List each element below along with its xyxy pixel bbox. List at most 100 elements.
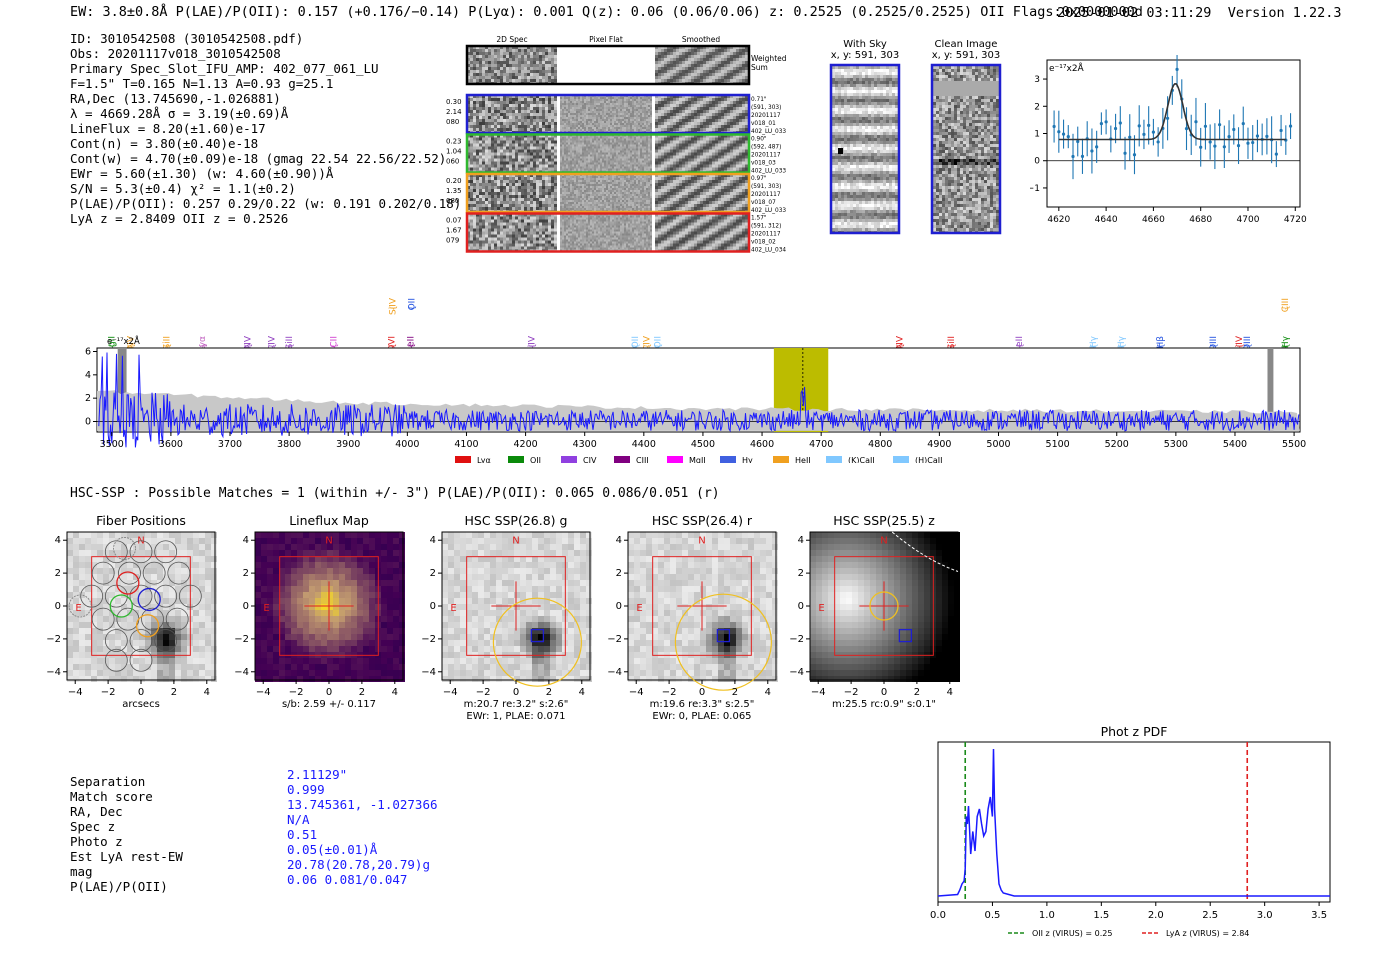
legend-label: HeII [795,456,811,463]
east-label: E [75,603,81,614]
cutout-right-label: v018_03 [751,161,776,167]
hsc-ytick: −2 [46,634,61,645]
zoom-spectrum-svg: e⁻¹⁷x2Å 3 2 1 0 −1 4620 4640 4660 4680 4700 4720 [1027,51,1307,225]
hsc-xtick: 4 [765,687,771,698]
cutout-left-label: 0.07 [446,217,462,225]
hsc-caption: m:25.5 rc:0.9" s:0.1" [832,699,936,710]
hsc-ytick: −2 [421,634,436,645]
hsc-ytick: −2 [234,634,249,645]
spectral-line-label: SiIV [527,335,537,353]
legend-swatch [893,456,909,463]
spectral-line-label: CIV [267,335,277,351]
info-line: LyA z = 2.8409 OII z = 0.2526 [70,211,289,226]
cutout-left-label: 0.23 [446,138,462,146]
spectral-line-label: Hβ [1156,336,1166,349]
spectral-line-brace: { [407,305,416,310]
pdf-xtick: 0.0 [930,910,946,921]
zoom-fit-curve [1058,82,1286,141]
hsc-ytick: −2 [607,634,622,645]
zoom-ytick: 2 [1034,102,1040,112]
cutout-noise [655,134,748,174]
legend-label: (K)CaII [848,456,875,463]
pdf-xtick: 3.5 [1311,910,1327,921]
spectral-line-brace: { [1281,305,1290,310]
hsc-panel-title: Lineflux Map [289,513,369,528]
cutout-left-label: 2.14 [446,108,462,116]
legend-swatch [561,456,577,463]
with-sky-title: With Sky [843,39,887,50]
full-xtick: 5200 [1105,439,1129,450]
spectral-line-brace: { [198,343,207,348]
hsc-xtick: 2 [732,687,738,698]
spectral-line-brace: { [527,343,536,348]
hsc-title: HSC-SSP : Possible Matches = 1 (within +… [70,486,720,501]
error-band [97,390,1300,431]
north-label: N [698,536,705,547]
hsc-ytick: 2 [616,568,622,579]
spectral-line-brace: { [387,343,396,348]
spectral-line-label: OII [407,298,417,310]
hsc-caption: s/b: 2.59 +/- 0.117 [282,699,376,710]
spectral-line-label: Lyα [198,336,208,352]
spectral-line-brace: { [1156,343,1165,348]
hsc-xtick: 4 [947,687,953,698]
hsc-xtick: 2 [546,687,552,698]
spectral-line-label: SiII [163,336,173,350]
cutout-right-label: (591, 312) [751,224,781,230]
cutout-right-label: (592, 487) [751,145,781,151]
cutout-noise [467,95,557,134]
cutout-right-label: v018_07 [751,200,776,206]
hsc-caption: m:19.6 re:3.3" s:2.5" [650,699,755,710]
full-xtick: 5100 [1046,439,1070,450]
spectral-line-brace: { [1117,343,1126,348]
weighted-label: Weighted [751,54,787,63]
hsc-ytick: 0 [55,601,61,612]
pdf-xtick: 3.0 [1257,910,1273,921]
north-label: N [880,536,887,547]
version: Version 1.22.3 [1227,5,1342,21]
cutout-noise [467,174,557,213]
legend-label: CIII [636,456,649,463]
hsc-ytick: 4 [243,535,249,546]
clean-image [933,66,999,234]
hsc-title-text: HSC-SSP : Possible Matches = 1 (within +… [70,486,720,501]
match-value: 0.51 [287,827,318,842]
full-ytick: 6 [85,347,91,358]
zoom-xtick: 4620 [1047,215,1070,225]
hsc-ytick: −4 [607,667,622,678]
full-xtick: 3700 [218,439,242,450]
full-xtick: 3900 [336,439,360,450]
hsc-xtick: −4 [629,687,644,698]
hsc-ytick: 4 [430,535,436,546]
photz-pdf: Phot z PDF 0.0 0.5 1.0 1.5 2.0 2.5 3.0 3.5 OII z … [920,722,1350,947]
spectral-line-brace: { [643,343,652,348]
hsc-panel-title: HSC SSP(25.5) z [833,513,935,528]
spectral-line-label: OVI [387,336,397,352]
hsc-xtick: −2 [476,687,491,698]
spectral-line-label: SiIV [1235,335,1245,353]
spectral-line-brace: { [1089,343,1098,348]
hsc-ytick: −4 [789,667,804,678]
cutout-right-label: 402_LU_034 [751,248,786,254]
cutout-right-label: 402_LU_033 [751,169,786,175]
full-spectrum: MgII{NV{SiII{Lyα{NV{CIV{SiII{CII{OVI{HeI… [80,278,1310,465]
hsc-ytick: −2 [789,634,804,645]
hsc-xtick: 0 [138,687,144,698]
info-line: Primary Spec_Slot_IFU_AMP: 402_077_061_L… [70,61,379,76]
legend-label: MgII [689,456,706,463]
cutout-noise [560,174,652,212]
weighted-sum-frame [465,44,751,86]
hsc-ytick: −4 [421,667,436,678]
full-xtick: 4400 [632,439,656,450]
cutout-left-label: 1.67 [446,227,462,235]
spectral-line-label: CIV [643,335,653,351]
cutout-right-label: v018_02 [751,240,776,246]
pdf-legend-label: OII z (VIRUS) = 0.25 [1032,929,1112,938]
hsc-xtick: −2 [289,687,304,698]
hsc-panel: Lineflux Map N E −4 −4 −2 −2 0 0 2 2 4 4 s/b: 2.59 +/… [234,513,405,710]
cutout-stack: 2D Spec Pixel Flat Smoothed Weighted Sum 0.30… [440,34,790,254]
info-line: Obs: 20201117v018_3010542508 [70,46,281,61]
hsc-ytick: −4 [234,667,249,678]
spectral-line-label: OII [631,336,641,348]
